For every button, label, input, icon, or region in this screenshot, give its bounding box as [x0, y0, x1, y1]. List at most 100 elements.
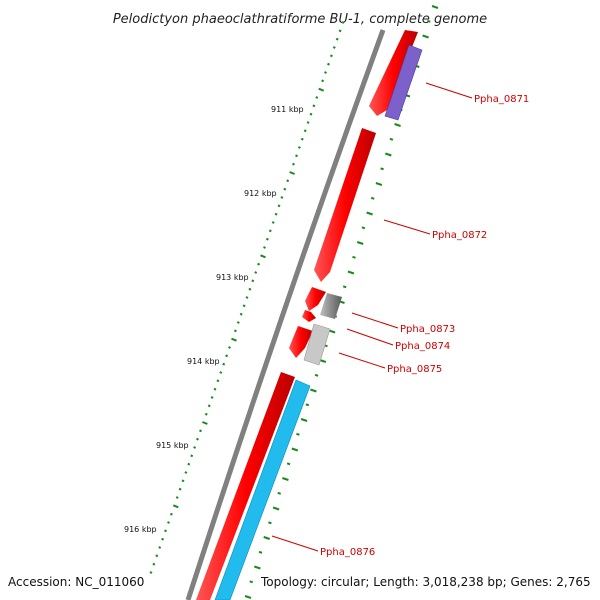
outer-tick: [175, 496, 179, 499]
outer-tick: [161, 537, 165, 541]
gene-label-ppha-0872[interactable]: Ppha_0872: [432, 230, 487, 241]
outer-tick: [187, 462, 191, 466]
outer-tick: [289, 171, 295, 175]
position-labels: 911 kbp 912 kbp 913 kbp 914 kbp 915 kbp …: [124, 105, 304, 534]
leader-ppha-0871: [425, 82, 473, 99]
inner-tick: [305, 403, 310, 407]
gene-ppha-0876[interactable]: [214, 379, 311, 600]
position-label-916: 916 kbp: [124, 525, 157, 534]
inner-tick: [361, 226, 366, 230]
accession-text: Accession: NC_011060: [8, 575, 144, 589]
inner-tick: [314, 373, 319, 377]
outer-tick: [190, 454, 194, 458]
outer-tick: [338, 29, 342, 33]
outer-tick: [233, 329, 237, 333]
gene-label-ppha-0871[interactable]: Ppha_0871: [474, 94, 529, 105]
map-title: Pelodictyon phaeoclathratiforme BU-1, co…: [113, 12, 487, 27]
cds-track: [196, 30, 418, 600]
outer-tick: [257, 262, 261, 266]
inner-tick: [263, 536, 271, 540]
inner-tick: [328, 329, 336, 334]
inner-tick: [356, 241, 364, 245]
inner-tick: [380, 167, 384, 171]
outer-tick: [263, 246, 266, 249]
outer-tick: [236, 321, 240, 324]
cds-ppha-0874[interactable]: [302, 310, 316, 322]
outer-tick: [242, 304, 246, 308]
inner-tick: [272, 506, 280, 511]
cds-ppha-0872[interactable]: [314, 128, 376, 282]
outer-tick: [254, 271, 258, 274]
outer-tick: [178, 487, 182, 491]
label-leaders: [271, 82, 473, 552]
outer-tick: [283, 187, 287, 191]
outer-tick: [216, 379, 220, 383]
inner-tick: [366, 211, 373, 216]
inner-tick: [291, 447, 299, 452]
outer-tick: [332, 46, 336, 49]
outer-tick: [248, 287, 252, 291]
inner-tick: [286, 462, 291, 466]
outer-tick: [181, 479, 185, 483]
inner-tick: [258, 550, 263, 554]
genome-backbone: [185, 29, 386, 600]
outer-tick: [306, 121, 310, 124]
gene-label-ppha-0875[interactable]: Ppha_0875: [387, 364, 442, 375]
outer-tick: [297, 146, 301, 149]
outer-tick: [196, 437, 199, 441]
outer-tick: [268, 229, 272, 233]
outer-tick: [204, 412, 208, 416]
inner-tick: [352, 255, 356, 259]
outer-tick: [341, 21, 345, 24]
outer-tick: [303, 129, 307, 133]
outer-tick: [213, 387, 217, 391]
outer-tick: [292, 162, 295, 166]
gene-ppha-0871[interactable]: [384, 44, 423, 121]
outer-tick: [164, 529, 167, 533]
inner-tick-ring: [244, 5, 439, 599]
outer-tick: [318, 87, 325, 92]
position-label-911: 911 kbp: [271, 105, 304, 114]
leader-ppha-0873: [351, 312, 399, 329]
cds-ppha-0875[interactable]: [289, 326, 313, 358]
outer-tick-ring: [149, 21, 345, 574]
outer-tick: [219, 371, 223, 374]
outer-tick: [149, 571, 153, 574]
outer-tick: [277, 204, 281, 208]
cds-ppha-0876[interactable]: [196, 372, 295, 600]
gene-ppha-0873[interactable]: [320, 293, 342, 319]
outer-tick: [295, 154, 298, 158]
outer-tick: [329, 54, 333, 58]
leader-ppha-0875: [338, 352, 386, 369]
outer-tick: [321, 79, 325, 83]
outer-tick: [228, 346, 231, 349]
inner-tick: [253, 565, 261, 570]
outer-tick: [335, 37, 339, 41]
inner-tick: [426, 19, 431, 23]
cds-ppha-0873[interactable]: [305, 287, 326, 311]
outer-tick: [155, 554, 159, 558]
outer-tick: [274, 212, 278, 216]
leader-ppha-0872: [383, 219, 431, 235]
inner-tick: [347, 270, 355, 275]
outer-tick: [286, 179, 290, 183]
cds-ppha-0871[interactable]: [369, 30, 418, 116]
gene-ppha-0875[interactable]: [303, 323, 331, 366]
outer-tick: [225, 354, 229, 358]
gene-label-ppha-0873[interactable]: Ppha_0873: [400, 324, 455, 335]
topology-text: Topology: circular; Length: 3,018,238 bp…: [260, 575, 591, 589]
outer-tick: [167, 521, 170, 524]
gene-track: [214, 44, 423, 600]
outer-tick: [260, 254, 266, 259]
gene-label-ppha-0874[interactable]: Ppha_0874: [395, 341, 450, 352]
outer-tick: [158, 546, 162, 549]
outer-tick: [327, 62, 330, 66]
inner-tick: [394, 123, 401, 127]
inner-tick: [268, 521, 272, 525]
inner-tick: [277, 491, 282, 495]
gene-labels: Ppha_0871 Ppha_0872 Ppha_0873 Ppha_0874 …: [320, 94, 529, 558]
gene-label-ppha-0876[interactable]: Ppha_0876: [320, 547, 375, 558]
outer-tick: [169, 512, 173, 516]
position-label-913: 913 kbp: [216, 273, 249, 282]
